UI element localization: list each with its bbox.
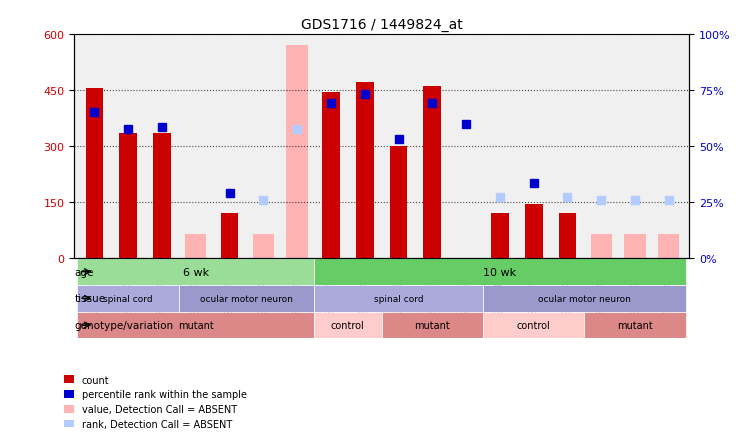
Text: spinal cord: spinal cord: [103, 294, 153, 303]
Text: control: control: [516, 320, 551, 330]
Text: ocular motor neuron: ocular motor neuron: [200, 294, 293, 303]
Text: spinal cord: spinal cord: [373, 294, 423, 303]
Bar: [287, 46, 308, 259]
Bar: [658, 234, 679, 259]
Bar: [591, 234, 612, 259]
Bar: [390, 147, 408, 259]
Text: mutant: mutant: [414, 320, 451, 330]
Bar: [119, 134, 137, 259]
Text: genotype/variation: genotype/variation: [74, 320, 173, 330]
Bar: [483, 285, 685, 312]
Legend: count, percentile rank within the sample, value, Detection Call = ABSENT, rank, : count, percentile rank within the sample…: [64, 375, 247, 429]
Bar: [85, 89, 103, 259]
Bar: [185, 234, 207, 259]
Text: mutant: mutant: [178, 320, 213, 330]
Bar: [78, 285, 179, 312]
Bar: [179, 285, 314, 312]
Text: 10 wk: 10 wk: [483, 267, 516, 277]
Bar: [483, 312, 585, 339]
Bar: [625, 234, 645, 259]
Bar: [78, 312, 314, 339]
Bar: [78, 259, 314, 285]
Text: mutant: mutant: [617, 320, 653, 330]
Bar: [314, 285, 483, 312]
Bar: [559, 214, 576, 259]
Bar: [525, 204, 542, 259]
Bar: [491, 214, 509, 259]
Bar: [314, 259, 685, 285]
Text: tissue: tissue: [74, 294, 105, 304]
Bar: [322, 92, 340, 259]
Text: 6 wk: 6 wk: [183, 267, 209, 277]
Text: ocular motor neuron: ocular motor neuron: [538, 294, 631, 303]
Text: age: age: [74, 267, 94, 277]
Bar: [585, 312, 685, 339]
Bar: [356, 83, 373, 259]
Bar: [221, 214, 239, 259]
Bar: [382, 312, 483, 339]
Bar: [423, 87, 441, 259]
Bar: [153, 134, 171, 259]
Bar: [314, 312, 382, 339]
Text: control: control: [331, 320, 365, 330]
Title: GDS1716 / 1449824_at: GDS1716 / 1449824_at: [301, 18, 462, 32]
Bar: [253, 234, 274, 259]
